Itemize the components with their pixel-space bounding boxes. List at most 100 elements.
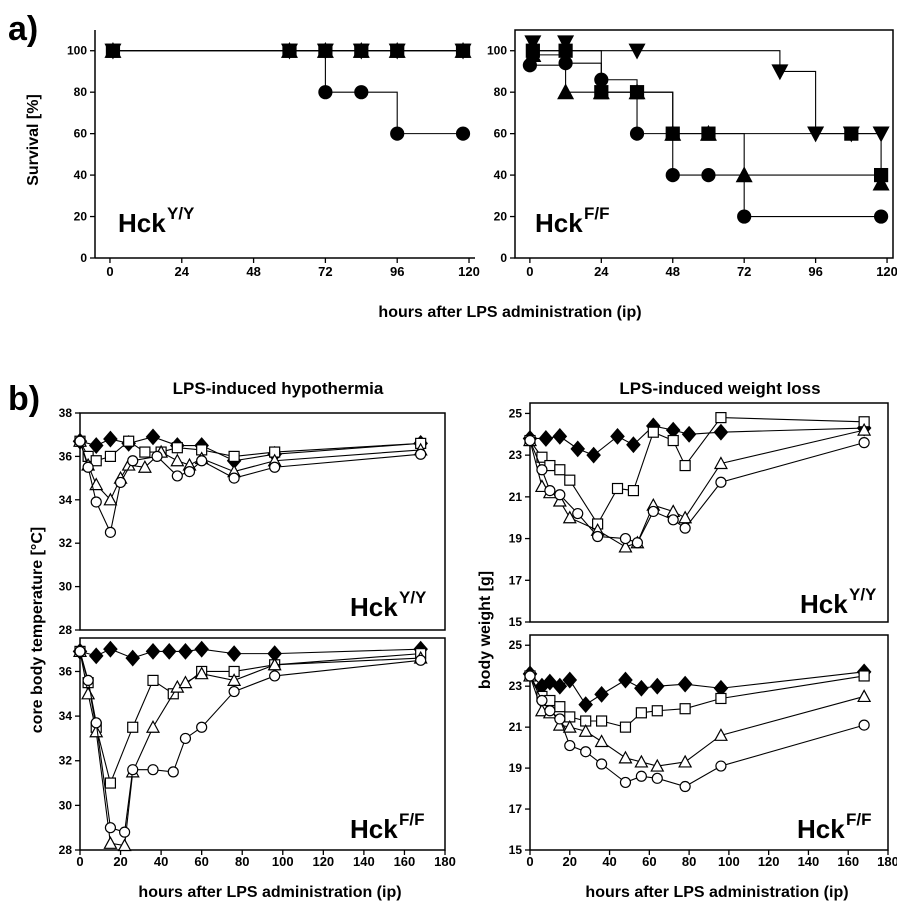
data-point-circle — [522, 58, 537, 73]
series-line-triangle-up — [532, 54, 882, 184]
chart-surv_ff: 0 20 40 60 80 100 0 24 48 72 96 120 Hck F/F — [487, 29, 897, 279]
data-point-square — [564, 474, 576, 486]
x-tick-label: 0 — [106, 264, 113, 279]
xlabel-temperature: hours after LPS administration (ip) — [138, 884, 401, 901]
y-tick-label: 15 — [509, 843, 523, 857]
data-point-circle — [858, 719, 870, 731]
data-point-triangle-down — [557, 35, 575, 52]
data-point-circle — [594, 72, 609, 87]
panel-a-label: a) — [8, 10, 38, 48]
data-point-triangle-up — [170, 453, 185, 467]
data-point-diamond — [88, 647, 104, 665]
data-point-square — [554, 464, 566, 476]
data-point-circle — [536, 694, 548, 707]
data-point-square — [611, 482, 624, 495]
data-point-triangle-up — [562, 719, 577, 733]
data-point-triangle-up — [713, 456, 728, 470]
x-tick-label: 20 — [563, 854, 577, 869]
data-point-square — [651, 705, 663, 717]
data-point-circle — [679, 522, 691, 534]
y-tick-label: 60 — [74, 127, 88, 141]
data-point-diamond — [194, 640, 209, 658]
data-point-triangle-up — [89, 724, 104, 738]
data-point-square — [635, 707, 647, 719]
data-point-circle — [667, 514, 679, 526]
data-point-circle — [558, 56, 573, 71]
data-point-circle — [104, 822, 117, 834]
data-point-diamond — [586, 446, 601, 464]
data-point-square — [390, 43, 405, 58]
data-point-triangle-up — [194, 666, 209, 680]
data-point-square — [858, 670, 870, 682]
x-tick-label: 80 — [682, 854, 696, 869]
data-point-circle — [595, 758, 608, 770]
data-point-square — [715, 412, 727, 424]
data-point-diamond — [552, 677, 568, 695]
data-point-triangle-down — [628, 43, 646, 60]
genotype-superscript: F/F — [584, 204, 610, 223]
x-tick-label: 60 — [642, 854, 656, 869]
data-point-square — [679, 703, 691, 715]
y-tick-label: 0 — [500, 251, 507, 265]
data-point-circle — [390, 126, 405, 141]
data-point-circle — [269, 461, 281, 473]
data-point-triangle-up — [634, 754, 649, 768]
data-point-circle — [580, 746, 592, 758]
series-line-circle — [529, 675, 865, 788]
data-point-triangle-up — [552, 493, 567, 507]
data-point-diamond — [88, 437, 104, 454]
data-point-square — [455, 43, 471, 58]
data-point-circle — [701, 167, 716, 183]
data-point-diamond — [145, 642, 161, 660]
data-point-circle — [715, 760, 727, 772]
data-point-circle — [127, 455, 139, 467]
data-point-diamond — [713, 423, 729, 441]
data-point-circle — [737, 209, 752, 224]
data-point-triangle-up — [618, 539, 633, 553]
ylabel-survival: Survival [%] — [25, 94, 42, 186]
y-tick-label: 19 — [509, 761, 523, 775]
data-point-circle — [564, 739, 576, 752]
data-point-triangle-up — [857, 689, 872, 703]
y-tick-label: 36 — [59, 664, 73, 678]
y-tick-label: 25 — [509, 406, 523, 420]
data-point-circle — [228, 472, 240, 484]
x-tick-label: 80 — [235, 854, 249, 869]
data-point-triangle-up — [872, 174, 890, 191]
data-point-triangle-up — [81, 686, 96, 700]
xlabel-weight: hours after LPS administration (ip) — [585, 884, 848, 901]
y-tick-label: 15 — [509, 615, 523, 629]
data-point-circle — [183, 465, 196, 478]
data-point-circle — [873, 209, 889, 224]
genotype-superscript: F/F — [846, 810, 872, 829]
plot-frame — [529, 402, 889, 623]
data-point-circle — [90, 496, 102, 508]
data-point-circle — [455, 126, 471, 141]
series-line-circle — [289, 50, 464, 135]
title-hypothermia: LPS-induced hypothermia — [173, 379, 384, 398]
x-tick-label: 0 — [76, 854, 83, 869]
x-tick-label: 72 — [737, 264, 751, 279]
y-tick-label: 21 — [509, 720, 523, 734]
y-tick-label: 34 — [59, 709, 73, 723]
x-tick-label: 0 — [526, 854, 533, 869]
data-point-circle — [858, 437, 870, 449]
x-tick-label: 0 — [526, 264, 533, 279]
genotype-label: Hck — [350, 592, 398, 622]
data-point-square — [715, 692, 727, 705]
y-tick-label: 17 — [509, 802, 523, 816]
data-point-diamond — [626, 436, 641, 454]
data-point-triangle-up — [650, 758, 665, 772]
y-tick-label: 34 — [59, 493, 73, 507]
data-point-triangle-up — [103, 492, 118, 506]
x-tick-label: 72 — [318, 264, 332, 279]
y-tick-label: 20 — [494, 210, 508, 224]
y-tick-label: 80 — [74, 85, 88, 99]
data-point-circle — [524, 434, 536, 447]
y-tick-label: 38 — [59, 406, 73, 420]
chart-temp_ff: 28 30 32 34 36 0 20 40 60 80 100 120 140 160 180 Hck F/F — [59, 637, 456, 869]
genotype-label: Hck — [118, 208, 166, 238]
data-point-square — [127, 721, 139, 733]
y-tick-label: 40 — [494, 168, 508, 182]
